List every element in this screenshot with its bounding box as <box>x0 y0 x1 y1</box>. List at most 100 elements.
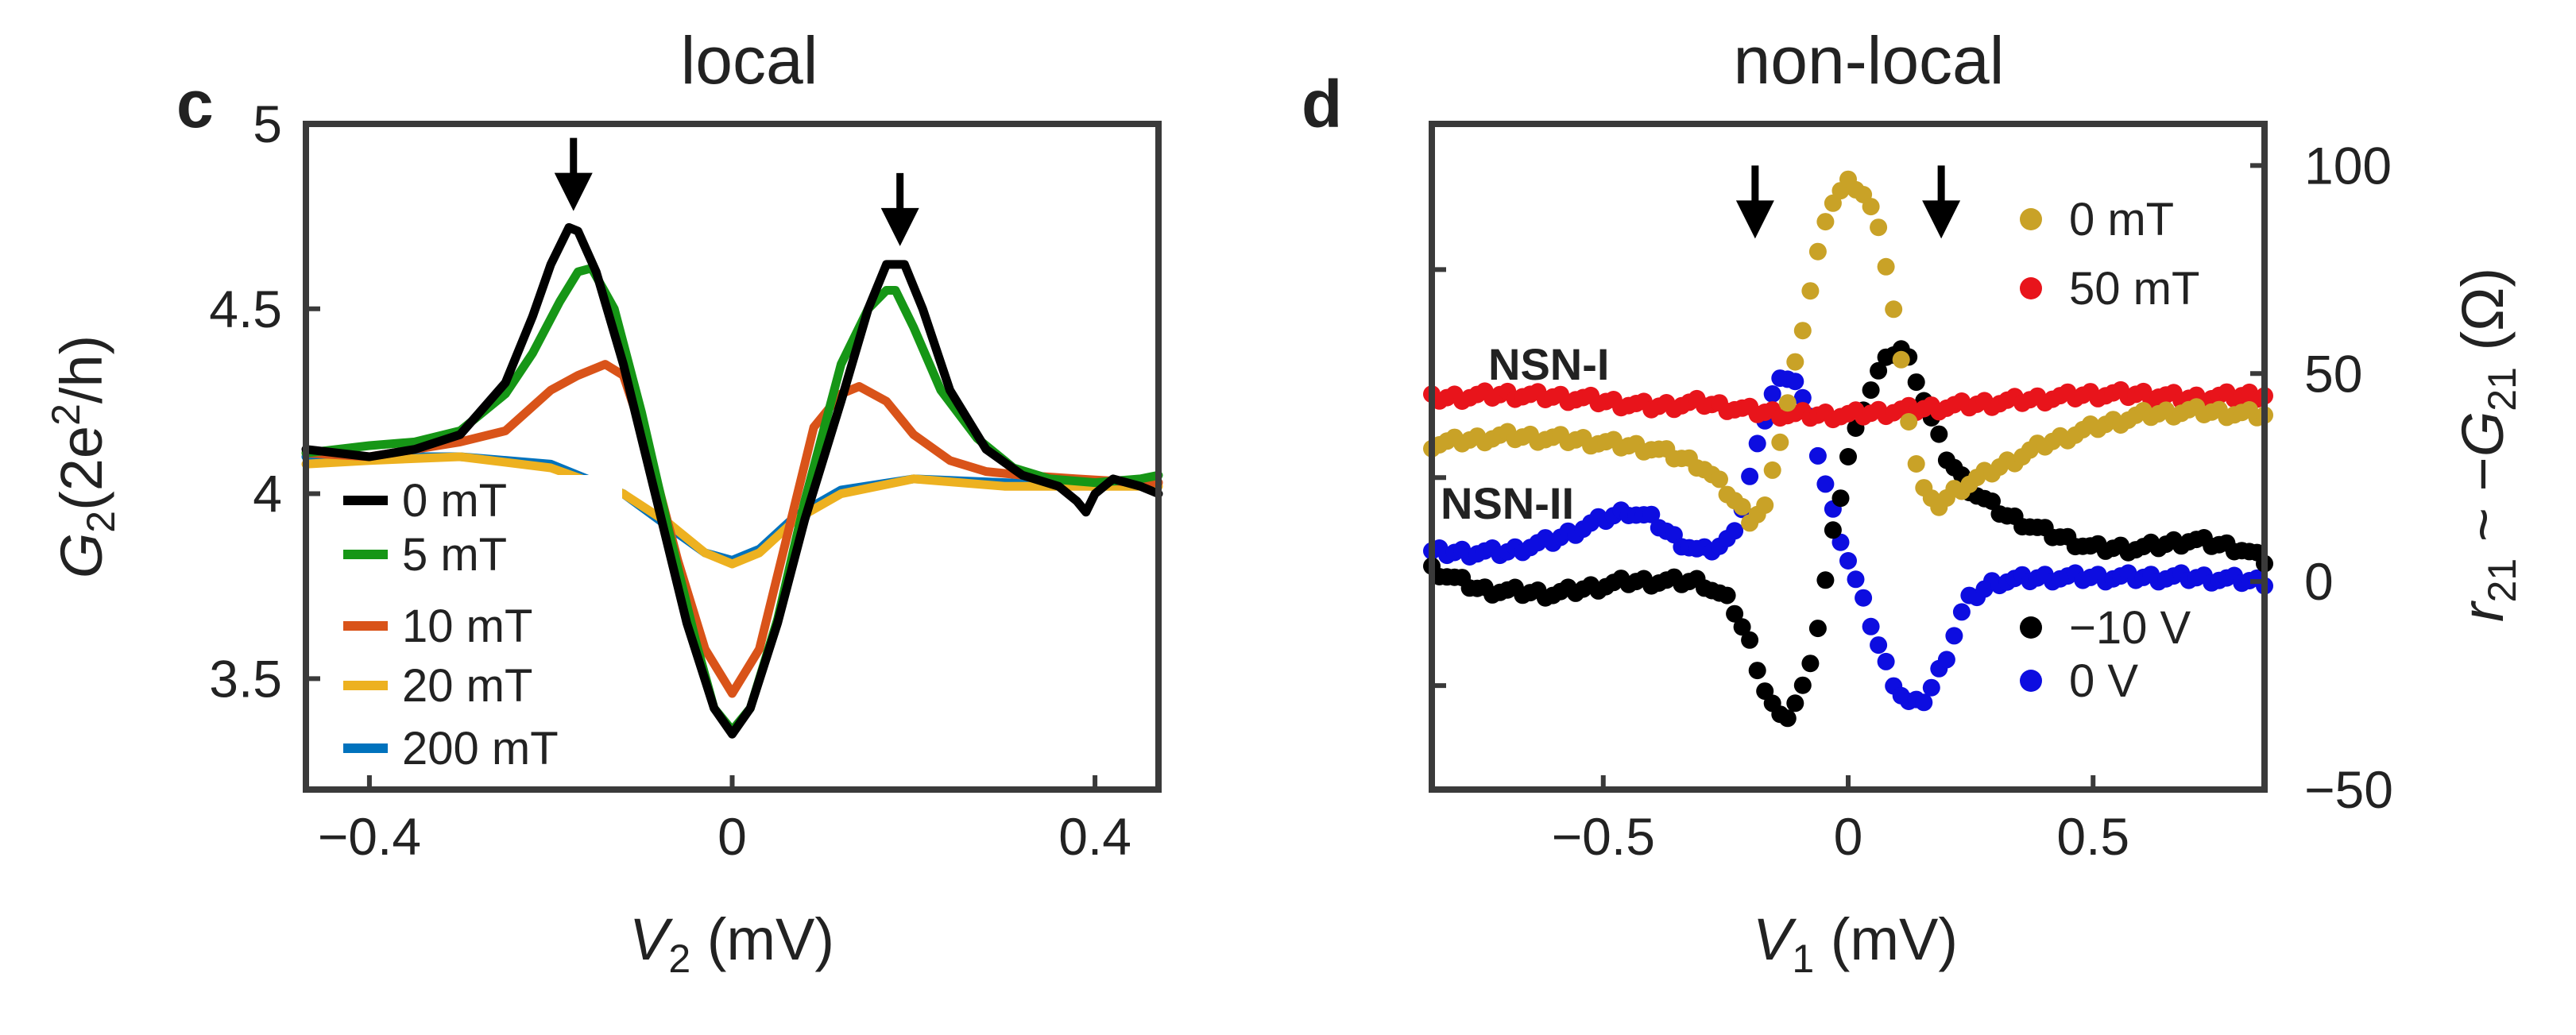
c-arrow-0-head <box>554 172 593 211</box>
data-point <box>1839 552 1857 570</box>
data-point <box>1808 446 1827 465</box>
data-point <box>1831 489 1850 508</box>
legend-label-minus10V: −10 V <box>2069 602 2191 654</box>
data-point <box>1726 604 1744 623</box>
legend-label-d-50mT: 50 mT <box>2069 263 2199 315</box>
data-point <box>1892 350 1910 369</box>
data-point <box>1870 361 1888 380</box>
panel-c-arrows <box>554 137 919 246</box>
data-point <box>1862 381 1880 400</box>
data-point <box>1900 413 1918 431</box>
d-ytick-label: 0 <box>2304 552 2334 611</box>
panel-d-ylabel-asub: 21 <box>2480 558 2524 603</box>
panel-c: c local −0.4 0 0.43.544.55 V2 (mV) G2(2e2/… <box>44 23 1163 981</box>
data-point <box>1983 492 2001 510</box>
data-point <box>1808 242 1827 261</box>
data-point <box>1862 617 1880 635</box>
legend-marker-50mT <box>2020 277 2042 299</box>
data-point <box>1778 394 1797 412</box>
panel-d-letter: d <box>1302 67 1342 141</box>
data-point <box>1741 467 1759 485</box>
legend-marker-minus10V <box>2020 616 2042 639</box>
data-point <box>1937 651 1955 669</box>
data-point <box>1945 627 1963 645</box>
panel-c-ylabel-sup: 2 <box>44 404 88 426</box>
d-arrow-1-head <box>1922 200 1961 239</box>
series-line-10-mt <box>301 360 1163 698</box>
data-point <box>1756 496 1774 514</box>
data-point <box>1726 522 1744 540</box>
data-point <box>1748 662 1766 680</box>
legend-marker-0mT <box>2020 208 2042 230</box>
data-point <box>1862 198 1880 216</box>
data-point <box>1915 693 1933 712</box>
data-point <box>1733 497 1751 516</box>
data-point <box>1786 694 1804 713</box>
series-minus10-v <box>1423 340 2273 728</box>
data-point <box>1793 676 1812 694</box>
panel-c-ticks: −0.4 0 0.4 3.5 4 4.5 5 <box>209 95 1131 866</box>
data-point <box>1870 636 1888 655</box>
panel-c-letter: c <box>176 67 214 141</box>
data-point <box>1733 618 1751 636</box>
d-xtick-label: 0 <box>1834 807 1863 866</box>
data-point <box>1824 521 1842 539</box>
panel-c-ylabel-var: G <box>48 533 114 579</box>
legend-label-10mT: 10 mT <box>402 601 532 652</box>
panel-d-legend-bottom: −10 V 0 V <box>2020 602 2191 707</box>
data-point <box>1885 300 1903 319</box>
data-point <box>1718 586 1736 604</box>
d-ytick-label: 100 <box>2304 136 2392 195</box>
c-ytick-label: 3.5 <box>209 649 282 708</box>
data-point <box>1816 475 1835 493</box>
series-line-20-mt <box>301 452 1163 569</box>
panel-d-arrows <box>1735 165 1961 239</box>
data-point <box>1741 631 1759 649</box>
panel-c-ylabel-tail: /h) <box>48 335 114 404</box>
panel-d-ticks: −0.5 0 0.5 −50 0 50 100 <box>1432 136 2393 866</box>
d-ytick-label: 50 <box>2304 344 2362 403</box>
data-point <box>1877 652 1895 670</box>
panel-c-xlabel-sub: 2 <box>668 937 690 981</box>
d-arrow-0-head <box>1735 200 1774 239</box>
c-ytick-label: 5 <box>253 95 282 153</box>
panel-d-title: non-local <box>1734 23 2005 98</box>
legend-label-20mT: 20 mT <box>402 660 532 712</box>
data-point <box>1771 433 1789 451</box>
legend-label-0V: 0 V <box>2069 655 2138 707</box>
data-point <box>1847 570 1865 589</box>
series-50-mt <box>1423 380 2273 429</box>
data-point <box>1763 385 1781 403</box>
data-point <box>1801 282 1820 300</box>
d-ytick-label: −50 <box>2304 760 2393 819</box>
panel-c-ylabel-rest: (2e <box>48 426 114 511</box>
series-line-0-mt <box>301 222 1163 739</box>
panel-c-series-group <box>301 222 1163 739</box>
data-point <box>1808 620 1827 638</box>
panel-d-series-group <box>1423 170 2273 728</box>
panel-d-xlabel-sub: 1 <box>1792 937 1814 981</box>
panel-d-xlabel: V1 (mV) <box>1753 906 1958 981</box>
data-point <box>1839 448 1857 465</box>
panel-c-ylabel-sub: 2 <box>79 511 123 533</box>
panel-d-ylabel-bsub: 21 <box>2480 367 2524 411</box>
panel-c-legend: 0 mT 5 mT 10 mT 20 mT 200 mT <box>332 475 622 774</box>
panel-c-ylabel: G2(2e2/h) <box>44 335 123 579</box>
data-point <box>1642 505 1661 523</box>
data-point <box>1793 322 1812 340</box>
d-xtick-label: 0.5 <box>2056 807 2129 866</box>
panel-d-xlabel-rest: (mV) <box>1814 906 1958 972</box>
data-point <box>1748 434 1766 453</box>
data-point <box>1763 461 1781 479</box>
panel-c-xlabel-var: V <box>629 906 674 972</box>
legend-marker-0V <box>2020 670 2042 692</box>
data-point <box>1930 425 1948 443</box>
c-xtick-label: −0.4 <box>318 807 421 866</box>
data-point <box>1907 455 1925 473</box>
c-ytick-label: 4.5 <box>209 280 282 338</box>
data-point <box>1793 388 1812 407</box>
panel-c-xlabel: V2 (mV) <box>629 906 834 981</box>
panel-c-title: local <box>681 23 818 98</box>
legend-label-d-0mT: 0 mT <box>2069 194 2174 245</box>
